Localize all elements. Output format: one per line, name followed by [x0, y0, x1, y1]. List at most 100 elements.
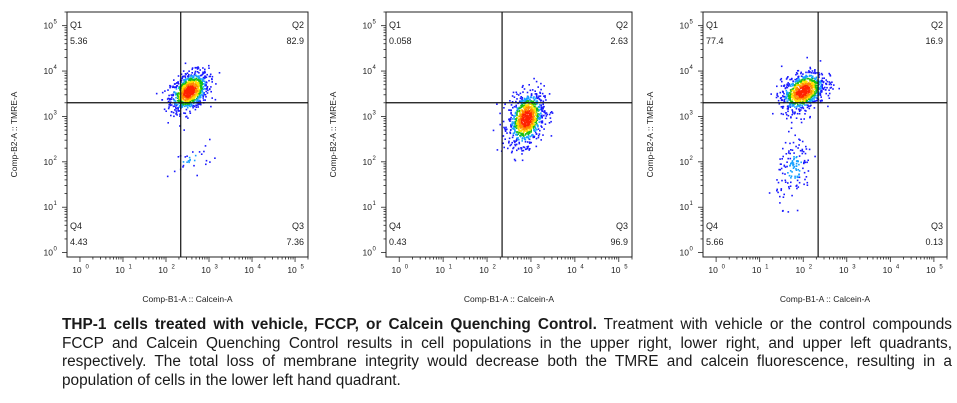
event-dot	[782, 95, 784, 97]
event-dot	[793, 166, 795, 168]
plot-panel-3: 10 0 10 1 10 2 10 3 10 4 10 510 010 110 210 310 410 5Comp…	[645, 11, 948, 304]
event-dot	[199, 89, 201, 92]
event-dot	[796, 80, 798, 83]
y-tick-label: 10	[44, 157, 54, 167]
event-dot	[784, 141, 787, 144]
event-dot	[795, 92, 797, 95]
event-dot	[510, 104, 513, 106]
event-dot	[511, 114, 513, 116]
quadrant-value-q1: 0.058	[389, 36, 412, 46]
event-dot	[539, 108, 542, 110]
event-dot	[525, 108, 528, 111]
event-dot	[181, 77, 183, 80]
event-dot	[815, 96, 817, 99]
event-dot	[176, 95, 179, 97]
event-dot	[527, 100, 529, 102]
event-dot	[204, 77, 206, 79]
event-dot	[816, 90, 818, 93]
event-dot	[816, 95, 819, 97]
event-dot	[805, 110, 807, 112]
event-dot	[534, 118, 537, 121]
event-dot	[537, 86, 539, 88]
event-dot	[214, 98, 217, 101]
event-dot	[515, 91, 518, 94]
x-axis-label: Comp-B1-A :: Calcein-A	[142, 294, 233, 304]
event-dot	[511, 136, 514, 139]
event-dot	[533, 111, 535, 114]
event-dot	[187, 83, 190, 86]
event-dot	[519, 121, 521, 123]
event-dot	[169, 97, 171, 100]
event-dot	[794, 97, 797, 100]
event-dot	[821, 73, 824, 76]
event-dot	[529, 148, 531, 150]
event-dot	[531, 124, 533, 126]
event-dot	[819, 80, 822, 82]
event-dot	[195, 77, 198, 80]
event-dot	[513, 121, 515, 123]
event-dot	[798, 97, 800, 99]
event-dot	[529, 106, 531, 109]
event-dot	[796, 179, 799, 182]
event-dot	[186, 102, 189, 105]
event-dot	[529, 103, 532, 105]
event-dot	[784, 181, 787, 183]
event-dot	[201, 81, 203, 84]
event-dot	[523, 127, 526, 129]
event-dot	[809, 85, 812, 88]
event-dot	[204, 145, 207, 147]
event-dot	[796, 86, 798, 89]
event-dot	[510, 111, 512, 114]
event-dot	[533, 119, 535, 121]
event-dot	[191, 99, 193, 102]
event-dot	[510, 125, 512, 127]
event-dot	[542, 103, 544, 106]
event-dot	[535, 111, 538, 113]
caption-body: Treatment with vehicle or the control co…	[62, 316, 952, 389]
event-dot	[813, 84, 816, 86]
event-dot	[184, 156, 187, 158]
event-dot	[819, 94, 822, 96]
event-dot	[186, 95, 188, 98]
event-dot	[795, 107, 798, 110]
x-tick-label-exponent: 0	[405, 265, 409, 271]
event-dot	[210, 105, 212, 108]
event-dot	[209, 75, 211, 78]
event-dot	[799, 87, 802, 90]
event-dot	[189, 97, 192, 99]
event-dot	[202, 78, 205, 80]
event-dot	[786, 86, 789, 89]
event-dot	[798, 163, 800, 166]
event-dot	[182, 166, 184, 168]
event-dot	[791, 160, 794, 162]
event-dot	[198, 77, 201, 79]
event-dot	[187, 76, 190, 79]
event-dot	[790, 90, 792, 93]
y-axis-label: Comp-B2-A :: TMRE-A	[9, 91, 19, 177]
event-dot	[804, 89, 806, 92]
event-dot	[515, 126, 517, 129]
event-dot	[204, 81, 207, 84]
event-dot	[776, 189, 778, 192]
event-dot	[542, 100, 545, 103]
event-dot	[536, 100, 538, 102]
event-dot	[189, 91, 192, 94]
event-dot	[785, 93, 788, 96]
event-dot	[789, 106, 792, 108]
event-dot	[173, 86, 176, 89]
event-dot	[782, 91, 784, 93]
event-dot	[513, 132, 516, 134]
quadrant-name-q4: Q4	[706, 221, 718, 231]
event-dot	[519, 129, 521, 132]
event-dot	[795, 79, 798, 82]
event-dot	[789, 89, 792, 91]
event-dot	[804, 78, 806, 81]
event-dot	[528, 127, 531, 129]
event-dot	[813, 94, 816, 96]
event-dot	[524, 127, 527, 130]
event-dot	[202, 95, 205, 97]
event-dot	[161, 91, 164, 94]
y-axis-label: Comp-B2-A :: TMRE-A	[645, 91, 655, 177]
event-dot	[183, 129, 185, 131]
event-dot	[775, 96, 778, 99]
